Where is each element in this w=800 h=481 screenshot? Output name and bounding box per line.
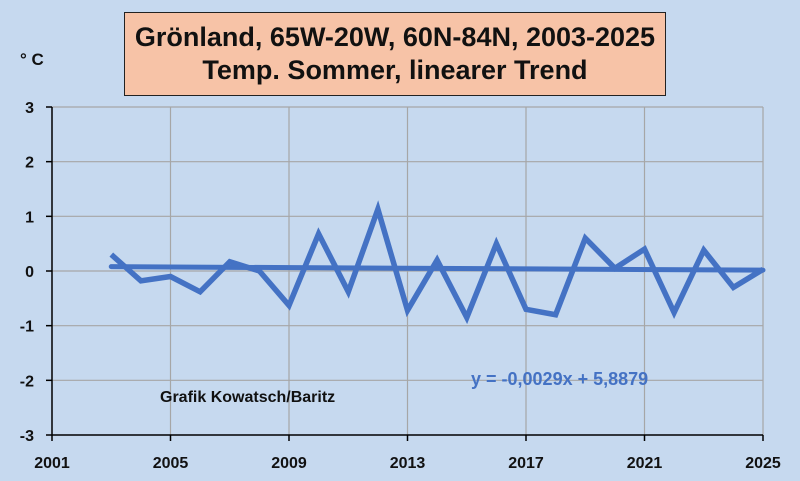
x-tick-label: 2025 <box>745 455 781 472</box>
y-tick-label: 1 <box>25 209 34 226</box>
y-tick-labels: 3 2 1 0 -1 -2 -3 <box>20 100 34 445</box>
y-tick-label: 3 <box>25 100 34 117</box>
y-tick-label: 2 <box>25 155 34 172</box>
y-tick-label: -2 <box>20 373 34 390</box>
chart-title-line-1: Grönland, 65W-20W, 60N-84N, 2003-2025 <box>134 22 656 52</box>
credit-annotation: Grafik Kowatsch/Baritz <box>160 389 336 406</box>
trend-line <box>108 264 766 273</box>
chart-title-box: Grönland, 65W-20W, 60N-84N, 2003-2025 Te… <box>124 12 666 96</box>
y-tick-label: 0 <box>25 264 34 281</box>
trend-equation: y = -0,0029x + 5,8879 <box>471 369 649 389</box>
x-tick-label: 2009 <box>271 455 307 472</box>
chart-title-line-2: Temp. Sommer, linearer Trend <box>202 55 588 85</box>
x-tick-label: 2021 <box>627 455 663 472</box>
series-line <box>109 200 765 325</box>
axes <box>46 106 764 441</box>
grid-lines <box>52 106 764 435</box>
y-tick-label: -3 <box>20 428 34 445</box>
x-tick-label: 2005 <box>153 455 189 472</box>
y-axis-unit-label: ° C <box>20 50 44 69</box>
x-tick-label: 2017 <box>508 455 544 472</box>
x-tick-label: 2001 <box>34 455 70 472</box>
series-line-group <box>109 200 765 325</box>
trend-line-group <box>108 264 766 273</box>
x-tick-label: 2013 <box>390 455 426 472</box>
y-tick-label: -1 <box>20 319 34 336</box>
x-tick-labels: 2001 2005 2009 2013 2017 2021 2025 <box>34 455 781 472</box>
